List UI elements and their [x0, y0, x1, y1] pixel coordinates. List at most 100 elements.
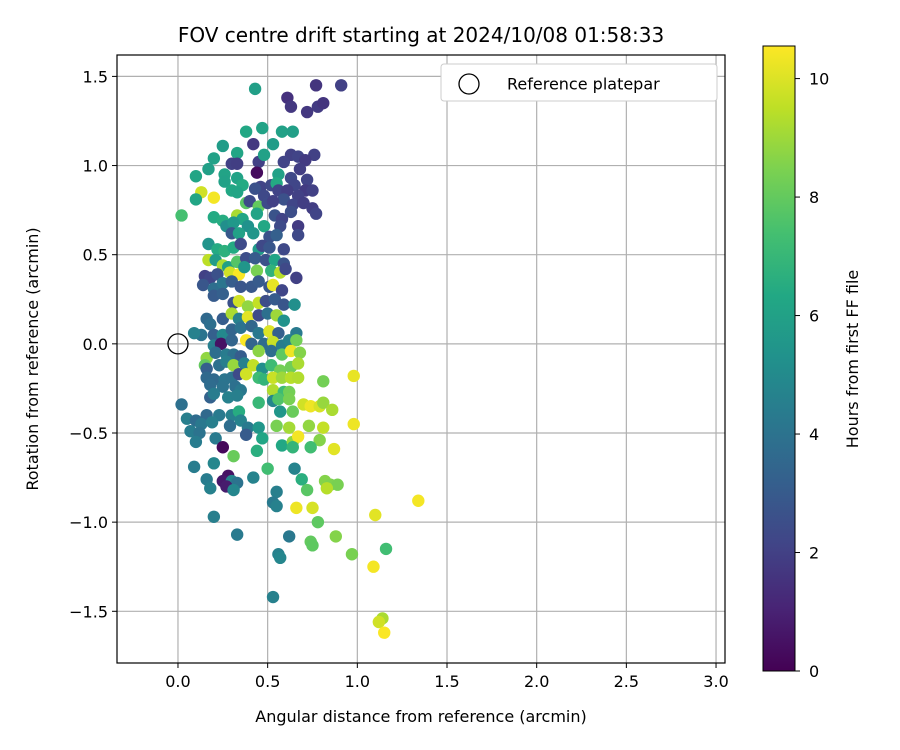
data-point	[207, 328, 221, 342]
data-point	[306, 501, 319, 515]
data-point	[230, 157, 244, 170]
data-point	[265, 344, 278, 358]
data-point	[225, 334, 238, 347]
data-point	[295, 473, 308, 486]
data-point	[232, 294, 246, 308]
colorbar-gradient	[762, 45, 796, 672]
data-point	[232, 227, 246, 240]
reference-platepar-marker	[167, 333, 189, 355]
colorbar-tick-label: 4	[809, 425, 819, 444]
data-point	[369, 508, 382, 522]
data-point	[300, 483, 314, 497]
data-point	[223, 419, 237, 433]
data-point	[274, 405, 287, 418]
data-point	[239, 428, 253, 441]
data-point	[320, 482, 334, 495]
data-point	[263, 241, 276, 254]
grid	[117, 55, 725, 663]
data-point	[216, 312, 230, 326]
data-point	[227, 359, 240, 372]
data-point	[248, 82, 262, 96]
data-point	[270, 419, 283, 433]
data-point	[347, 369, 360, 383]
colorbar-tick-label: 10	[809, 70, 829, 89]
data-point	[317, 375, 330, 388]
data-point	[239, 125, 253, 138]
data-point	[272, 184, 285, 197]
x-tick-label: 0.5	[255, 672, 280, 691]
colorbar-tick-label: 8	[809, 188, 819, 207]
data-point	[204, 318, 217, 331]
data-point	[412, 494, 425, 507]
data-point	[216, 441, 230, 454]
data-point	[306, 539, 319, 552]
data-point	[227, 483, 240, 497]
y-tick-label: −0.5	[69, 424, 108, 443]
data-point	[277, 193, 290, 206]
data-point	[277, 298, 290, 311]
data-point	[207, 152, 221, 165]
data-point	[277, 243, 290, 256]
data-point	[225, 275, 238, 288]
x-tick-label: 1.0	[345, 672, 370, 691]
data-point	[204, 482, 217, 495]
data-point	[189, 435, 203, 449]
x-tick-label: 1.5	[434, 672, 459, 691]
data-point	[308, 148, 321, 162]
data-point	[317, 396, 330, 409]
colorbar-tick-label: 0	[809, 662, 819, 681]
data-point	[309, 207, 323, 220]
data-point	[189, 193, 203, 206]
data-point	[266, 195, 280, 208]
data-point	[291, 357, 305, 370]
data-point	[270, 228, 283, 242]
x-tick-label: 2.0	[524, 672, 549, 691]
data-point	[282, 530, 296, 543]
data-point	[175, 209, 188, 222]
data-point	[248, 182, 262, 195]
data-point	[272, 392, 285, 406]
data-point	[230, 186, 244, 199]
data-point	[291, 219, 305, 233]
chart-title: FOV centre drift starting at 2024/10/08 …	[178, 23, 664, 47]
data-point	[216, 287, 230, 301]
data-point	[290, 334, 303, 347]
colorbar: 0 2 4 6 8 10 Hours from first FF file	[762, 45, 862, 681]
y-axis-ticks: −1.5 −1.0 −0.5 0.0 0.5 1.0 1.5	[69, 67, 117, 621]
data-point	[327, 442, 341, 456]
legend-entry-reference: Reference platepar	[507, 75, 660, 94]
data-point	[345, 548, 359, 561]
data-point	[252, 396, 265, 409]
data-point	[347, 417, 360, 431]
y-tick-label: 1.0	[83, 157, 108, 176]
data-point	[202, 237, 215, 251]
data-point	[202, 162, 215, 176]
data-point	[379, 542, 393, 556]
data-point	[266, 590, 280, 604]
data-point	[200, 362, 213, 376]
data-point	[275, 284, 289, 297]
data-point	[250, 444, 264, 458]
x-tick-label: 3.0	[703, 672, 728, 691]
data-point	[286, 405, 299, 418]
colorbar-tick-label: 2	[809, 544, 819, 563]
data-point	[293, 346, 307, 359]
data-point	[284, 100, 298, 113]
legend-marker-open-circle	[458, 73, 480, 95]
data-point	[378, 626, 391, 639]
data-point	[261, 462, 274, 475]
data-point	[250, 207, 264, 220]
reference-marker	[167, 333, 189, 355]
data-point	[234, 237, 247, 251]
data-point	[252, 275, 265, 288]
colorbar-ticks: 0 2 4 6 8 10	[795, 70, 829, 681]
data-point	[256, 432, 269, 445]
data-point	[265, 359, 278, 372]
data-point	[317, 421, 330, 434]
data-point	[367, 560, 380, 573]
data-point	[247, 227, 260, 240]
data-point	[211, 268, 224, 281]
y-tick-label: −1.0	[69, 513, 108, 532]
data-point	[266, 371, 280, 384]
